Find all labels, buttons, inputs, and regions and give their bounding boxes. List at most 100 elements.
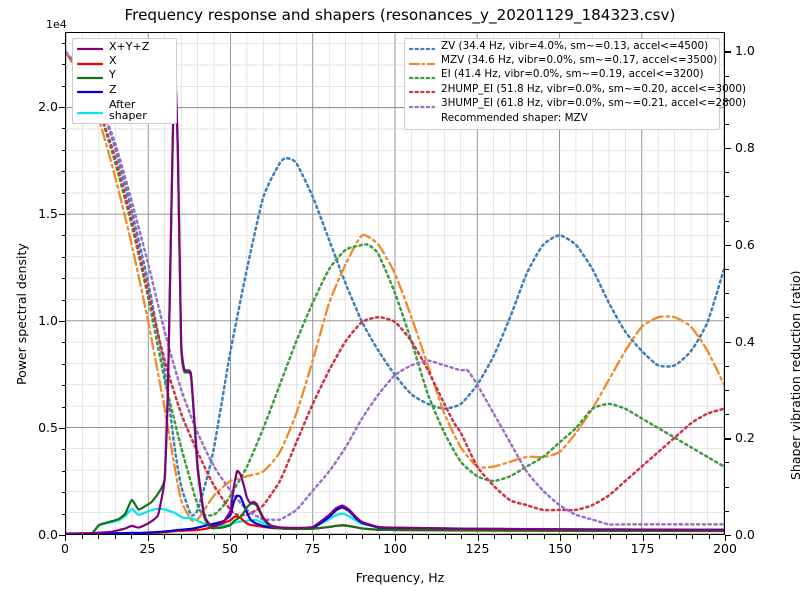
legend-series-item-after-shaper[interactable]: After shaper xyxy=(73,97,176,123)
x-minor-tickmark xyxy=(708,535,710,539)
legend-swatch-icon xyxy=(408,83,436,95)
y-right-minor-tickmark xyxy=(725,220,729,222)
x-minor-tickmark xyxy=(131,535,132,539)
legend-series-item-z[interactable]: Z xyxy=(73,82,176,96)
x-minor-tickmark xyxy=(114,535,116,539)
x-tickmark-3 xyxy=(312,535,314,541)
y-right-tickmark-3 xyxy=(725,244,731,247)
legend-shaper-label: 2HUMP_EI (51.8 Hz, vibr=0.0%, sm~=0.20, … xyxy=(441,82,747,95)
y-right-tickmark-1 xyxy=(725,438,731,440)
x-minor-tickmark xyxy=(378,535,380,539)
y-left-minor-tickmark xyxy=(61,449,65,451)
x-minor-tickmark xyxy=(543,535,545,539)
y-left-tickmark-2 xyxy=(59,320,65,323)
legend-shaper-label: EI (41.4 Hz, vibr=0.0%, sm~=0.19, accel<… xyxy=(441,68,704,81)
data-layer xyxy=(66,51,724,534)
x-tick-5: 125 xyxy=(465,541,490,556)
series-legend[interactable]: X+Y+Z X Y Z After shaper xyxy=(72,38,177,124)
shaper-curve-mzv xyxy=(66,51,724,523)
legend-shaper-item-ei[interactable]: EI (41.4 Hz, vibr=0.0%, sm~=0.19, accel<… xyxy=(405,68,719,82)
y-right-tickmark-2 xyxy=(725,341,731,343)
y-right-minor-tickmark xyxy=(725,99,729,101)
x-minor-tickmark xyxy=(576,535,578,539)
y-left-minor-tickmark xyxy=(61,342,65,344)
x-tickmark-6 xyxy=(560,535,562,541)
legend-swatch-icon xyxy=(76,55,104,67)
y-left-minor-tickmark xyxy=(61,513,65,515)
x-tickmark-8 xyxy=(725,535,727,541)
y-right-tick-2: 0.4 xyxy=(735,333,755,349)
legend-series-item-y[interactable]: Y xyxy=(73,68,176,82)
x-tick-3: 75 xyxy=(304,541,321,556)
x-minor-tickmark xyxy=(362,535,363,539)
y-right-tickmark-5 xyxy=(725,51,731,53)
x-minor-tickmark xyxy=(329,535,330,539)
y-right-tick-0: 0.0 xyxy=(735,527,755,542)
legend-shaper-item-2hump_ei[interactable]: 2HUMP_EI (51.8 Hz, vibr=0.0%, sm~=0.20, … xyxy=(405,82,746,96)
x-minor-tickmark xyxy=(180,535,182,539)
x-minor-tickmark xyxy=(659,535,660,539)
x-minor-tickmark xyxy=(345,535,347,539)
recommended-shaper-note: Recommended shaper: MZV xyxy=(405,111,719,125)
y-left-tick-4: 2.0 xyxy=(38,98,58,114)
legend-series-label: X+Y+Z xyxy=(109,39,150,53)
y-left-minor-tickmark xyxy=(61,363,65,365)
y-left-minor-tickmark xyxy=(61,256,65,258)
legend-series-item-x[interactable]: X xyxy=(73,53,176,67)
y-right-minor-tickmark xyxy=(725,414,729,416)
y-left-tickmark-1 xyxy=(59,427,65,430)
legend-series-label: After shaper xyxy=(109,97,147,122)
y-left-minor-tickmark xyxy=(61,385,65,387)
y-left-minor-tickmark xyxy=(61,192,65,194)
x-tick-7: 175 xyxy=(630,541,655,556)
x-minor-tickmark xyxy=(428,535,429,539)
chart-title: Frequency response and shapers (resonanc… xyxy=(124,6,676,24)
legend-swatch-icon xyxy=(76,40,104,52)
y-right-minor-tickmark xyxy=(725,268,729,270)
y-right-minor-tickmark xyxy=(725,172,729,174)
legend-shaper-item-3hump_ei[interactable]: 3HUMP_EI (61.8 Hz, vibr=0.0%, sm~=0.21, … xyxy=(405,97,746,111)
y-left-minor-tickmark xyxy=(61,278,65,280)
legend-swatch-icon xyxy=(408,69,436,81)
x-tick-4: 100 xyxy=(383,541,407,556)
shaper-curve-ei xyxy=(66,51,724,517)
x-minor-tickmark xyxy=(626,535,627,539)
y-left-tickmark-3 xyxy=(59,213,65,216)
x-minor-tickmark xyxy=(675,535,677,539)
x-tick-0: 0 xyxy=(61,541,69,556)
legend-shaper-item-zv[interactable]: ZV (34.4 Hz, vibr=4.0%, sm~=0.13, accel<… xyxy=(405,39,719,53)
y-right-tick-1: 0.2 xyxy=(735,430,755,446)
legend-series-item-x+y+z[interactable]: X+Y+Z xyxy=(73,39,176,53)
x-tickmark-5 xyxy=(477,535,479,541)
y-left-minor-tickmark xyxy=(61,128,65,130)
legend-series-label: X xyxy=(109,54,117,68)
x-tickmark-7 xyxy=(642,535,644,541)
x-tickmark-2 xyxy=(230,535,232,541)
y-left-minor-tickmark xyxy=(61,64,65,66)
y-left-minor-tickmark xyxy=(61,42,65,44)
y-left-tick-2: 1.0 xyxy=(38,312,58,328)
y-left-tick-0: 0.0 xyxy=(38,527,58,542)
x-minor-tickmark xyxy=(296,535,297,539)
x-tickmark-4 xyxy=(395,535,397,541)
y-right-tickmark-4 xyxy=(725,148,731,150)
legend-shaper-label: MZV (34.6 Hz, vibr=0.0%, sm~=0.17, accel… xyxy=(441,54,718,67)
y-left-minor-tickmark xyxy=(61,299,65,301)
y-left-minor-tickmark xyxy=(61,406,65,408)
y-right-minor-tickmark xyxy=(725,196,729,198)
x-minor-tickmark xyxy=(527,535,528,539)
legend-shaper-item-mzv[interactable]: MZV (34.6 Hz, vibr=0.0%, sm~=0.17, accel… xyxy=(405,53,719,67)
y-axis-exponent-label: 1e4 xyxy=(46,18,67,31)
x-minor-tickmark xyxy=(213,535,215,539)
legend-series-label: Z xyxy=(109,82,117,96)
y-left-minor-tickmark xyxy=(61,85,65,87)
y-left-minor-tickmark xyxy=(61,149,65,151)
y-left-minor-tickmark xyxy=(61,470,65,472)
y-right-minor-tickmark xyxy=(725,293,729,295)
x-minor-tickmark xyxy=(98,535,99,539)
y-right-minor-tickmark xyxy=(725,317,729,319)
x-minor-tickmark xyxy=(444,535,446,539)
y-left-tick-3: 1.5 xyxy=(38,205,58,221)
x-tickmark-1 xyxy=(147,535,149,541)
shaper-legend[interactable]: ZV (34.4 Hz, vibr=4.0%, sm~=0.13, accel<… xyxy=(404,38,746,130)
